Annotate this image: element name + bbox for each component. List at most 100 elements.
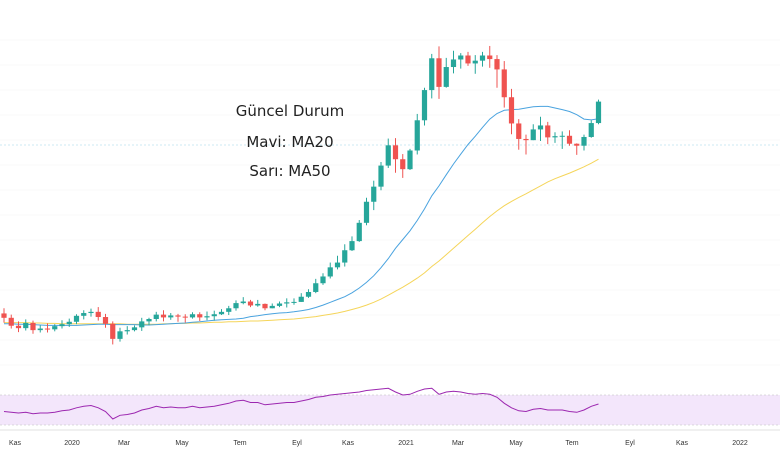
candle-body xyxy=(400,159,406,170)
candle-body xyxy=(73,315,80,322)
candle-body xyxy=(450,59,457,68)
candle xyxy=(392,138,399,173)
candle-body xyxy=(494,59,500,70)
candle-body xyxy=(15,325,22,329)
candle-body xyxy=(479,55,486,61)
candle xyxy=(131,325,138,332)
candle xyxy=(153,311,159,322)
candle xyxy=(255,299,261,307)
candle xyxy=(559,131,565,149)
candle-body xyxy=(117,331,123,339)
candle-body xyxy=(59,324,65,327)
candle xyxy=(421,87,428,126)
candle xyxy=(226,305,232,316)
candle xyxy=(197,312,203,321)
candle xyxy=(327,262,333,279)
candle-body xyxy=(139,321,145,328)
candle-body xyxy=(581,136,587,146)
candle-body xyxy=(298,296,304,302)
candle-body xyxy=(421,90,428,121)
candle xyxy=(588,120,594,138)
gridlines xyxy=(0,39,780,366)
candle xyxy=(472,55,478,74)
candle-body xyxy=(168,315,174,318)
candle-body xyxy=(566,135,573,144)
candle xyxy=(400,154,406,178)
candle xyxy=(110,321,116,345)
candle xyxy=(458,53,464,69)
candle xyxy=(23,319,29,331)
x-tick-label: Kas xyxy=(342,440,355,447)
x-tick-label: 2022 xyxy=(732,440,748,447)
candle xyxy=(160,310,167,322)
candle-body xyxy=(436,58,442,87)
candle xyxy=(284,298,290,308)
candle xyxy=(487,45,493,68)
candle-body xyxy=(334,262,341,268)
candle-body xyxy=(595,101,602,124)
x-tick-label: Mar xyxy=(118,440,131,447)
candle-body xyxy=(88,311,94,314)
annotation-ma50: Sarı: MA50 xyxy=(249,162,331,180)
candle-body xyxy=(472,60,478,64)
candle xyxy=(371,180,377,211)
candle-body xyxy=(349,241,355,251)
candle xyxy=(139,317,145,331)
candle xyxy=(320,273,326,285)
candle xyxy=(102,313,109,328)
candle xyxy=(552,132,558,143)
candle xyxy=(233,300,239,311)
x-tick-label: Kas xyxy=(676,440,689,447)
candle-body xyxy=(262,303,268,309)
candle-body xyxy=(240,301,246,304)
candle-body xyxy=(487,55,493,60)
candle-body xyxy=(153,314,159,319)
candle-body xyxy=(327,267,333,277)
candle-body xyxy=(530,129,536,141)
candle xyxy=(429,53,435,99)
candle xyxy=(501,61,507,108)
candle xyxy=(436,46,442,99)
x-axis-ticks: Kas 2020 Mar May Tem Eyl Kas 2021 Mar May Tem Eyl Ka… xyxy=(9,440,748,447)
candle xyxy=(211,310,217,321)
candle xyxy=(494,55,500,88)
candle-body xyxy=(363,201,370,223)
candle-body xyxy=(291,301,297,303)
candle-body xyxy=(269,305,275,309)
candle xyxy=(385,138,391,168)
annotation-ma20: Mavi: MA20 xyxy=(246,133,334,151)
candle-body xyxy=(146,319,152,322)
candle xyxy=(88,308,94,317)
candle xyxy=(189,312,196,319)
candle xyxy=(450,50,457,74)
candle xyxy=(44,323,51,333)
candle xyxy=(581,134,587,151)
x-tick-label: Kas xyxy=(9,440,22,447)
candle xyxy=(247,299,254,308)
candle xyxy=(407,148,413,170)
candle xyxy=(530,124,536,141)
candle xyxy=(298,293,304,302)
candle-body xyxy=(110,323,116,339)
candle xyxy=(595,99,602,125)
candle xyxy=(15,321,22,333)
candle-body xyxy=(407,150,413,170)
annotation-title: Güncel Durum xyxy=(235,102,345,120)
candle-body xyxy=(313,283,319,292)
candle-body xyxy=(30,322,36,331)
candle-body xyxy=(197,314,203,318)
candle-body xyxy=(574,143,580,146)
candle xyxy=(124,326,130,335)
candle xyxy=(8,314,14,329)
ma20-line xyxy=(4,105,599,326)
candle-body xyxy=(218,311,225,315)
candle xyxy=(574,143,580,155)
candle-body xyxy=(501,69,507,98)
candle xyxy=(1,308,7,323)
candle xyxy=(363,197,370,226)
candle-body xyxy=(124,330,130,332)
candle-body xyxy=(52,326,58,330)
candle-body xyxy=(559,135,565,137)
candle xyxy=(356,220,362,242)
candle xyxy=(146,317,152,326)
